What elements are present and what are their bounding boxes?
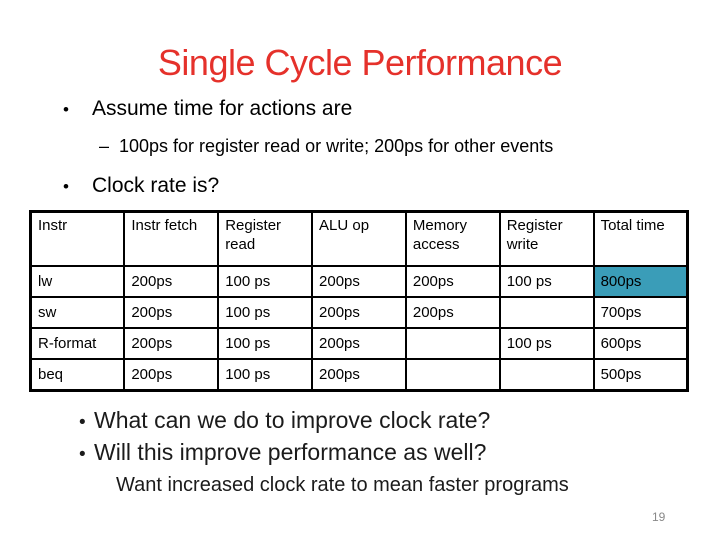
bullet-clock-rate-text: Clock rate is?: [92, 174, 220, 197]
table-cell: sw: [29, 296, 126, 329]
highlighted-total-cell: 800ps: [592, 265, 689, 298]
bullet-icon: •: [63, 100, 69, 119]
bullet-assume-text: Assume time for actions are: [92, 97, 353, 120]
page-number: 19: [652, 510, 666, 524]
table-cell: 200ps: [123, 327, 220, 360]
bullet-icon: •: [63, 177, 69, 196]
table-cell: 200ps: [123, 358, 220, 392]
table-cell: [404, 358, 501, 392]
table-cell: R-format: [29, 327, 126, 360]
table-cell: 200ps: [404, 296, 501, 329]
table-cell: [498, 296, 595, 329]
table-row-sw: sw 200ps 100 ps 200ps 200ps 700ps: [29, 296, 689, 329]
table-row-r-format: R-format 200ps 100 ps 200ps 100 ps 600ps: [29, 327, 689, 360]
table-cell: 100 ps: [498, 327, 595, 360]
table-cell: 100 ps: [217, 296, 314, 329]
column-header-register-write: Register write: [498, 210, 595, 267]
page-title: Single Cycle Performance: [157, 42, 563, 83]
table-cell: [498, 358, 595, 392]
table-cell: 200ps: [123, 265, 220, 298]
table-row-lw: lw 200ps 100 ps 200ps 200ps 100 ps 800ps: [29, 265, 689, 298]
table-cell: 100 ps: [217, 327, 314, 360]
table-cell: 200ps: [123, 296, 220, 329]
table-cell: 100 ps: [498, 265, 595, 298]
bullet-improve-clock-text: What can we do to improve clock rate?: [94, 407, 491, 433]
timing-table-body: lw 200ps 100 ps 200ps 200ps 100 ps 800ps…: [29, 265, 689, 392]
column-header-register-read: Register read: [217, 210, 314, 267]
dash-icon: –: [99, 136, 110, 156]
column-header-total-time: Total time: [592, 210, 689, 267]
table-header-row: Instr Instr fetch Register read ALU op M…: [29, 210, 689, 267]
bullet-improve-clock: • What can we do to improve clock rate?: [79, 407, 490, 434]
table-cell: 600ps: [592, 327, 689, 360]
sub-bullet-timing-detail: –100ps for register read or write; 200ps…: [99, 136, 553, 157]
bullet-icon: •: [79, 412, 86, 433]
column-header-alu-op: ALU op: [311, 210, 407, 267]
table-cell: [404, 327, 501, 360]
timing-table-header: Instr Instr fetch Register read ALU op M…: [29, 210, 689, 267]
table-cell: 700ps: [592, 296, 689, 329]
table-cell: 100 ps: [217, 358, 314, 392]
table-row-beq: beq 200ps 100 ps 200ps 500ps: [29, 358, 689, 392]
column-header-instr-fetch: Instr fetch: [123, 210, 220, 267]
column-header-instr: Instr: [29, 210, 126, 267]
timing-table: Instr Instr fetch Register read ALU op M…: [29, 210, 689, 392]
bullet-icon: •: [79, 444, 86, 465]
table-cell: 200ps: [311, 265, 407, 298]
table-cell: 200ps: [404, 265, 501, 298]
table-cell: 200ps: [311, 296, 407, 329]
bullet-improve-performance-text: Will this improve performance as well?: [94, 439, 487, 465]
bullet-clock-rate: • Clock rate is?: [63, 174, 219, 198]
table-cell: 200ps: [311, 327, 407, 360]
table-cell: 500ps: [592, 358, 689, 392]
column-header-memory-access: Memory access: [404, 210, 501, 267]
footnote: Want increased clock rate to mean faster…: [116, 474, 569, 496]
bullet-improve-performance: • Will this improve performance as well?: [79, 439, 486, 466]
sub-bullet-timing-text: 100ps for register read or write; 200ps …: [119, 136, 554, 156]
table-cell: beq: [29, 358, 126, 392]
bullet-assume-time: • Assume time for actions are: [63, 97, 352, 121]
table-cell: 100 ps: [217, 265, 314, 298]
table-cell: 200ps: [311, 358, 407, 392]
table-cell: lw: [29, 265, 126, 298]
